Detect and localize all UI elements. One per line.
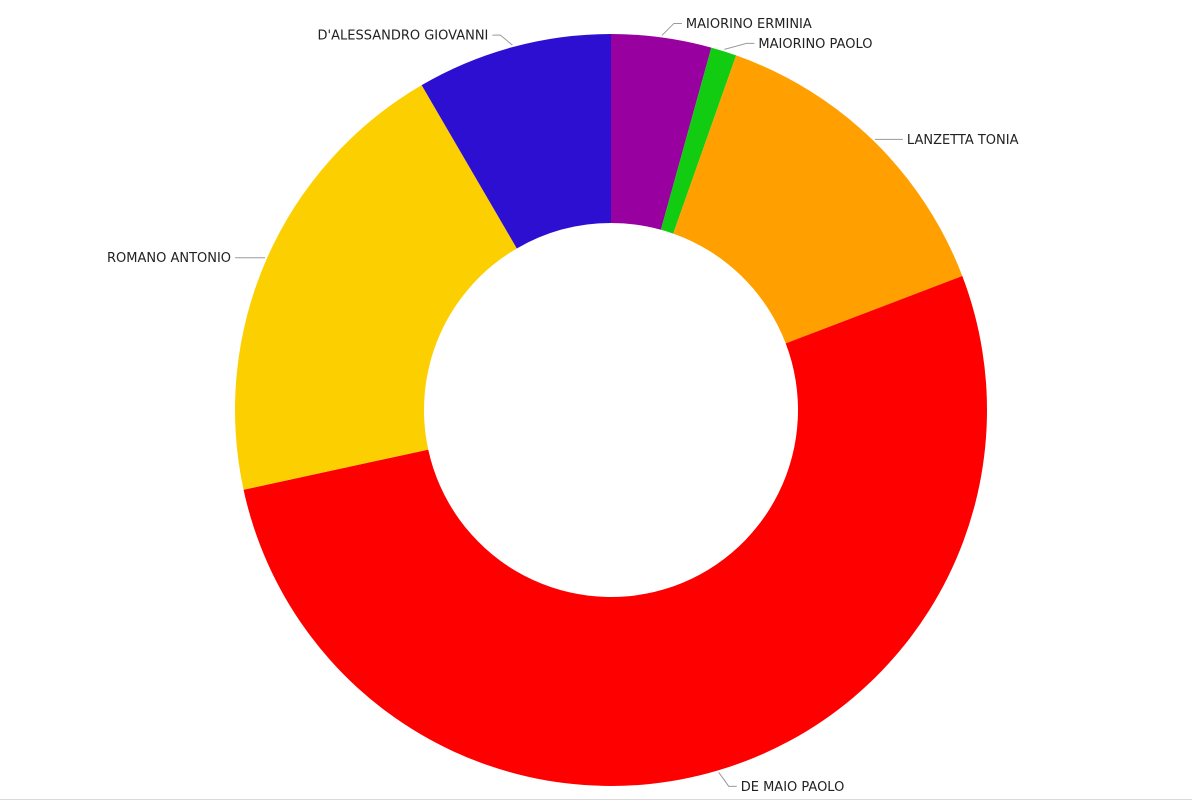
- leader-line-maiorino-erminia: [661, 22, 682, 36]
- slice-label-de-maio-paolo: DE MAIO PAOLO: [741, 780, 845, 795]
- slice-label-maiorino-paolo: MAIORINO PAOLO: [758, 37, 872, 52]
- slice-label-romano-antonio: ROMANO ANTONIO: [107, 251, 231, 266]
- slice-romano-antonio[interactable]: [235, 85, 517, 490]
- slice-lanzetta-tonia[interactable]: [673, 55, 963, 344]
- labels-layer: MAIORINO ERMINIA MAIORINO PAOLO LANZETTA T…: [107, 17, 1019, 795]
- leader-line-maiorino-paolo: [724, 42, 755, 50]
- slice-label-d-alessandro-giovanni: D'ALESSANDRO GIOVANNI: [318, 29, 489, 44]
- slice-d-alessandro-giovanni[interactable]: [421, 34, 611, 249]
- bottom-divider: [0, 799, 1192, 800]
- slice-label-maiorino-erminia: MAIORINO ERMINIA: [686, 17, 812, 32]
- leader-line-de-maio-paolo: [718, 772, 737, 787]
- leader-line-d-alessandro-giovanni: [492, 34, 513, 46]
- slice-maiorino-paolo[interactable]: [660, 47, 737, 234]
- slice-maiorino-erminia[interactable]: [611, 34, 712, 230]
- slices-layer: [235, 34, 987, 787]
- slice-label-lanzetta-tonia: LANZETTA TONIA: [907, 133, 1019, 148]
- slice-de-maio-paolo[interactable]: [243, 275, 987, 787]
